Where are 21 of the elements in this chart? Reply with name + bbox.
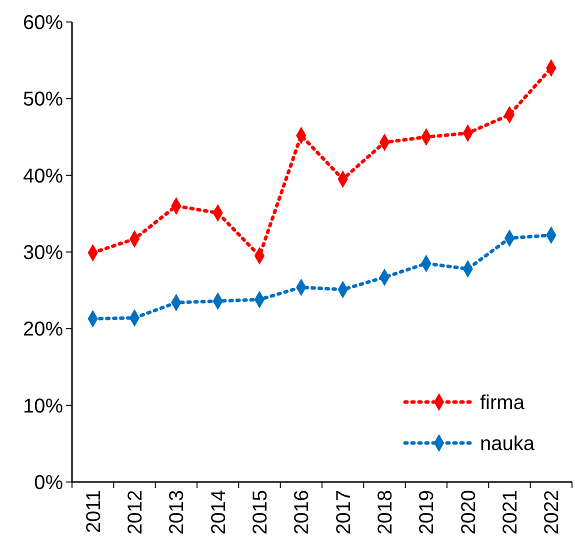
x-tick-label: 2014 [208, 490, 230, 534]
x-tick-label: 2015 [250, 490, 272, 534]
y-tick-label: 40% [22, 165, 64, 188]
legend-label: firma [480, 392, 526, 414]
y-tick-label: 30% [22, 242, 64, 264]
x-tick-label: 2019 [416, 490, 438, 534]
y-tick-label: 0% [34, 472, 64, 494]
x-tick-label: 2018 [374, 490, 396, 534]
x-tick-label: 2022 [541, 490, 564, 534]
x-tick-label: 2016 [291, 490, 314, 534]
legend-label: nauka [480, 433, 536, 455]
y-tick-label: 50% [22, 88, 64, 111]
x-tick-label: 2017 [332, 490, 355, 534]
x-tick-label: 2012 [124, 490, 146, 534]
y-tick-label: 10% [22, 395, 64, 418]
x-tick-label: 2013 [166, 490, 188, 534]
x-tick-label: 2021 [500, 490, 522, 534]
x-tick-label: 2020 [458, 490, 480, 534]
x-tick-label: 2011 [82, 490, 105, 534]
y-tick-label: 20% [22, 318, 64, 341]
y-tick-label: 60% [22, 12, 64, 34]
